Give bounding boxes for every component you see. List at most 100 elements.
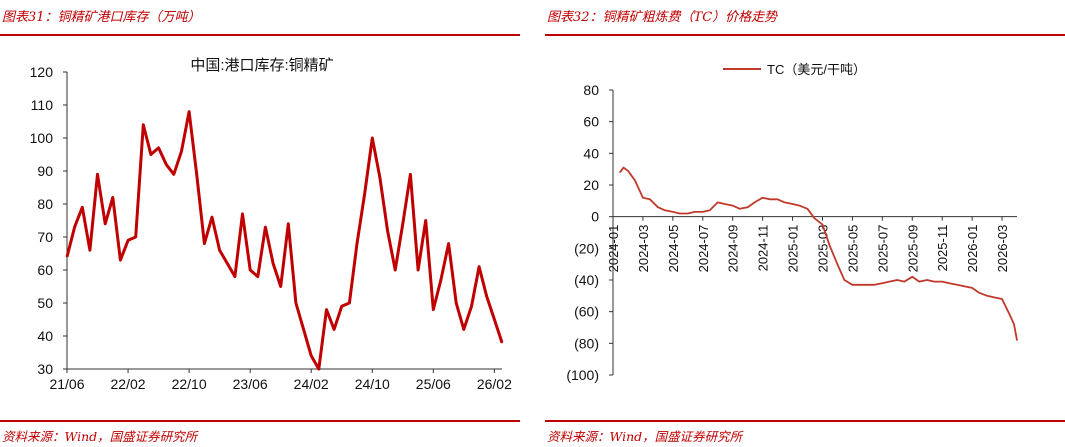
panel-tc-price: 图表32：铜精矿粗炼费（TC）价格走势 (100) (80) (60) (40) (20… [545, 0, 1065, 447]
y-tick-label: 50 [37, 295, 53, 311]
tc-data-point [821, 224, 824, 226]
inventory-data-point [127, 239, 129, 242]
tc-data-point [978, 292, 980, 294]
tc-data-point [926, 279, 928, 281]
tc-data-point [717, 201, 719, 203]
tc-data-point [866, 284, 868, 286]
inventory-data-point [455, 302, 458, 304]
tc-data-point [881, 282, 883, 284]
tc-data-point [777, 198, 779, 200]
tc-data-point [769, 198, 771, 200]
inventory-data-point [402, 223, 404, 225]
tc-data-point [948, 282, 950, 284]
y-tick-label: 100 [30, 130, 54, 146]
inventory-data-point [180, 150, 183, 152]
inventory-data-point [264, 226, 267, 228]
legend-label: TC（美元/干吨） [767, 62, 866, 77]
inventory-data-point [96, 173, 99, 176]
title-rule [0, 34, 520, 36]
tc-data-point [858, 284, 860, 286]
tc-data-point [806, 208, 809, 210]
inventory-data-point [478, 265, 480, 268]
inventory-series-line [65, 110, 504, 371]
y-tick-label: 60 [583, 114, 599, 130]
x-tick-label: 2024-11 [756, 225, 771, 272]
inventory-data-point [112, 196, 114, 199]
inventory-data-point [195, 173, 198, 176]
tc-data-point [762, 197, 764, 199]
tc-data-point [649, 198, 651, 200]
y-tick-label: (80) [574, 335, 599, 351]
x-tick-label: 24/10 [355, 376, 390, 392]
x-tick-label: 2024-01 [606, 225, 621, 273]
inventory-data-point [287, 223, 290, 225]
tc-data-point [843, 279, 845, 281]
inventory-data-point [234, 275, 236, 278]
y-tick-label: (100) [566, 367, 599, 383]
tc-chart: (100) (80) (60) (40) (20) 0 20 40 60 80 2024-01 202… [566, 62, 1018, 383]
source-note: 资料来源：Wind，国盛证券研究所 [547, 429, 743, 444]
tc-data-point [956, 284, 958, 286]
source-rule [545, 420, 1065, 422]
y-tick-label: 30 [37, 361, 53, 377]
tc-data-point [694, 211, 696, 213]
tc-data-point [828, 244, 831, 246]
x-tick-label: 2024-09 [726, 225, 741, 273]
inventory-data-point [386, 229, 389, 232]
x-tick-label: 22/02 [111, 376, 146, 392]
tc-data-point [754, 201, 756, 203]
x-tick-label: 21/06 [49, 376, 84, 392]
inventory-data-point [318, 368, 320, 370]
inventory-data-point [440, 279, 442, 281]
tc-data-point [792, 203, 794, 205]
inventory-data-point [371, 137, 374, 139]
x-tick-label: 2025-11 [935, 225, 950, 272]
y-tick-label: 110 [31, 97, 54, 113]
tc-data-point [993, 296, 995, 298]
inventory-data-point [173, 173, 175, 176]
inventory-chart: 中国:港口库存:铜精矿 30 40 50 60 70 80 90 100 110 120 21/06 2… [30, 57, 512, 392]
y-tick-label: 80 [37, 196, 53, 212]
tc-data-point [941, 281, 943, 283]
tc-data-point [986, 295, 988, 297]
tc-data-point [813, 217, 816, 219]
tc-data-point [933, 281, 935, 283]
inventory-data-point [424, 219, 427, 222]
source-note: 资料来源：Wind，国盛证券研究所 [2, 429, 198, 444]
tc-data-point [657, 206, 659, 208]
inventory-data-point [249, 269, 251, 271]
y-tick-label: 40 [37, 328, 53, 344]
tc-data-point [798, 205, 801, 207]
inventory-data-point [226, 262, 229, 265]
inventory-data-point [104, 223, 106, 225]
source-rule [0, 420, 520, 422]
tc-data-point [709, 209, 711, 211]
tc-data-point [911, 276, 913, 278]
x-tick-label: 2024-07 [696, 225, 711, 273]
inventory-data-point [348, 302, 351, 304]
x-tick-label: 2024-05 [666, 225, 681, 273]
x-tick-label: 2026-03 [995, 225, 1010, 273]
x-tick-label: 2025-07 [875, 225, 890, 273]
inventory-data-point [165, 163, 167, 166]
inventory-data-point [493, 318, 496, 321]
y-tick-label: (60) [574, 304, 599, 320]
panel-title: 图表32：铜精矿粗炼费（TC）价格走势 [547, 10, 778, 25]
x-tick-label: 24/02 [294, 376, 329, 392]
inventory-data-point [310, 355, 313, 357]
chart-title: 中国:港口库存:铜精矿 [190, 57, 333, 74]
x-tick-label: 25/06 [416, 376, 451, 392]
inventory-data-point [432, 308, 435, 311]
tc-data-point [702, 211, 704, 213]
tc-data-point [963, 285, 965, 287]
inventory-data-point [142, 124, 145, 126]
inventory-data-point [409, 173, 412, 176]
inventory-data-point [394, 269, 397, 271]
inventory-data-point [241, 213, 244, 215]
inventory-data-point [66, 256, 68, 258]
tc-data-point [851, 284, 853, 286]
tc-data-point [836, 263, 838, 265]
panel-port-inventory: 图表31：铜精矿港口库存（万吨） 中国:港口库存:铜精矿 30 40 50 60 70 80… [0, 0, 520, 447]
y-tick-label: 0 [591, 209, 599, 225]
inventory-data-point [295, 302, 297, 304]
